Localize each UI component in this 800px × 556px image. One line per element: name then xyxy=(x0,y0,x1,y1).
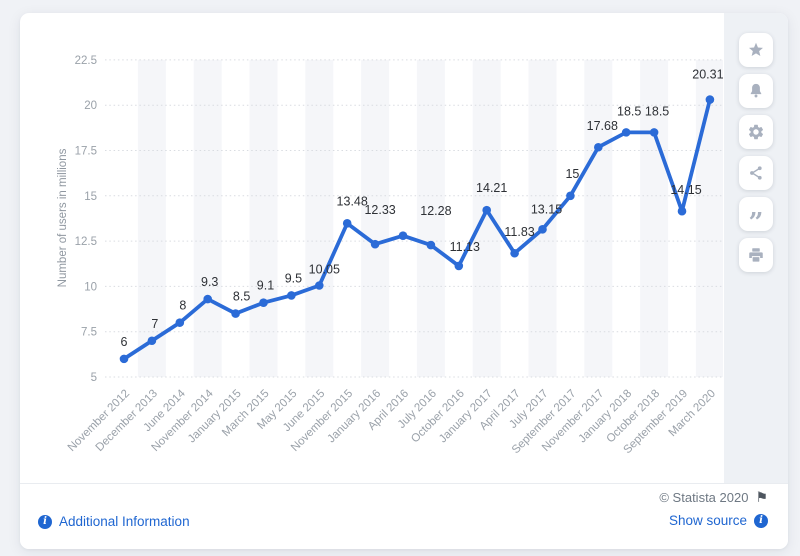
value-label: 14.21 xyxy=(476,181,507,195)
toolbar: ” xyxy=(724,13,788,483)
y-tick-label: 7.5 xyxy=(81,327,97,339)
data-point[interactable] xyxy=(677,206,687,216)
data-point[interactable] xyxy=(454,261,464,271)
copyright-text: © Statista 2020 xyxy=(659,490,749,505)
value-label: 12.33 xyxy=(364,203,395,217)
data-point[interactable] xyxy=(566,191,575,201)
value-label: 13.48 xyxy=(337,194,368,208)
info-icon: i xyxy=(754,513,768,528)
data-point[interactable] xyxy=(370,239,380,249)
value-label: 7 xyxy=(151,317,158,331)
quote-icon: ” xyxy=(748,208,764,238)
plot-stripe xyxy=(584,59,613,378)
value-label: 11.13 xyxy=(450,240,480,254)
y-tick-label: 5 xyxy=(91,372,97,384)
plot-stripe xyxy=(416,59,445,378)
share-icon xyxy=(747,164,765,182)
plot-stripe xyxy=(193,59,222,378)
gear-icon xyxy=(747,123,765,141)
data-point[interactable] xyxy=(649,128,659,137)
plot-stripe xyxy=(249,59,278,378)
bell-icon xyxy=(747,82,765,100)
data-point[interactable] xyxy=(398,231,408,240)
data-point[interactable] xyxy=(426,240,436,250)
value-label: 14.15 xyxy=(670,183,701,197)
additional-information-link[interactable]: i Additional Information xyxy=(38,514,190,529)
value-label: 10.05 xyxy=(309,262,340,276)
value-label: 20.31 xyxy=(692,68,723,82)
data-point[interactable] xyxy=(147,336,157,346)
data-point[interactable] xyxy=(538,225,547,234)
data-point[interactable] xyxy=(259,298,268,308)
plot-stripe xyxy=(361,59,390,378)
settings-button[interactable] xyxy=(739,115,773,149)
data-point[interactable] xyxy=(482,205,492,215)
chart-card: 5 7.5 10 12.5 15 17.5 20 22.5 Number of users in… xyxy=(20,13,788,549)
y-axis-title: Number of users in millions xyxy=(57,148,69,287)
value-label: 9.5 xyxy=(285,271,302,285)
show-source-label: Show source xyxy=(668,513,747,528)
star-icon xyxy=(747,41,765,59)
print-button[interactable] xyxy=(739,238,773,272)
additional-information-label: Additional Information xyxy=(59,514,190,529)
data-point[interactable] xyxy=(705,95,715,104)
info-icon: i xyxy=(38,514,52,529)
y-tick-label: 17.5 xyxy=(75,146,97,158)
data-point[interactable] xyxy=(231,309,240,318)
data-point[interactable] xyxy=(287,291,296,300)
y-tick-label: 20 xyxy=(84,100,97,112)
y-tick-label: 12.5 xyxy=(75,236,97,248)
data-point[interactable] xyxy=(510,248,519,258)
value-label: 9.3 xyxy=(201,275,218,289)
value-label: 8 xyxy=(179,299,186,313)
value-label: 13.15 xyxy=(531,202,562,216)
cite-button[interactable]: ” xyxy=(739,197,773,238)
data-line xyxy=(122,97,712,361)
plot-stripe xyxy=(640,59,669,378)
data-point[interactable] xyxy=(315,281,324,290)
value-label: 18.5 xyxy=(645,104,669,118)
footer: i Additional Information © Statista 2020… xyxy=(20,483,788,549)
value-label: 15 xyxy=(565,167,579,181)
favorite-button[interactable] xyxy=(739,33,773,67)
data-point[interactable] xyxy=(119,354,129,364)
show-source-link[interactable]: Show source i xyxy=(659,513,768,528)
y-tick-label: 15 xyxy=(84,191,97,203)
plot-stripe xyxy=(472,59,501,378)
value-label: 18.5 xyxy=(617,104,641,118)
plot-stripe xyxy=(137,59,166,378)
value-label: 12.28 xyxy=(420,204,451,218)
value-label: 8.5 xyxy=(233,290,250,304)
y-tick-label: 10 xyxy=(84,281,97,293)
plot-stripe xyxy=(695,59,724,378)
alert-button[interactable] xyxy=(739,74,773,108)
line-chart[interactable]: 5 7.5 10 12.5 15 17.5 20 22.5 Number of users in… xyxy=(20,13,724,483)
data-point[interactable] xyxy=(342,219,352,228)
data-point[interactable] xyxy=(175,318,185,327)
y-tick-label: 22.5 xyxy=(75,55,97,67)
data-point[interactable] xyxy=(203,294,212,304)
plot-stripe xyxy=(305,59,334,378)
value-label: 17.68 xyxy=(587,119,618,133)
footer-right: © Statista 2020 ⚑ Show source i xyxy=(659,490,768,528)
printer-icon xyxy=(747,246,765,264)
share-button[interactable] xyxy=(739,156,773,190)
flag-icon[interactable]: ⚑ xyxy=(755,489,768,505)
chart-area: 5 7.5 10 12.5 15 17.5 20 22.5 Number of users in… xyxy=(20,13,724,483)
value-label: 11.83 xyxy=(504,225,534,239)
data-point[interactable] xyxy=(594,142,603,152)
value-label: 9.1 xyxy=(257,279,274,293)
data-point[interactable] xyxy=(621,128,631,137)
value-label: 6 xyxy=(121,335,128,349)
